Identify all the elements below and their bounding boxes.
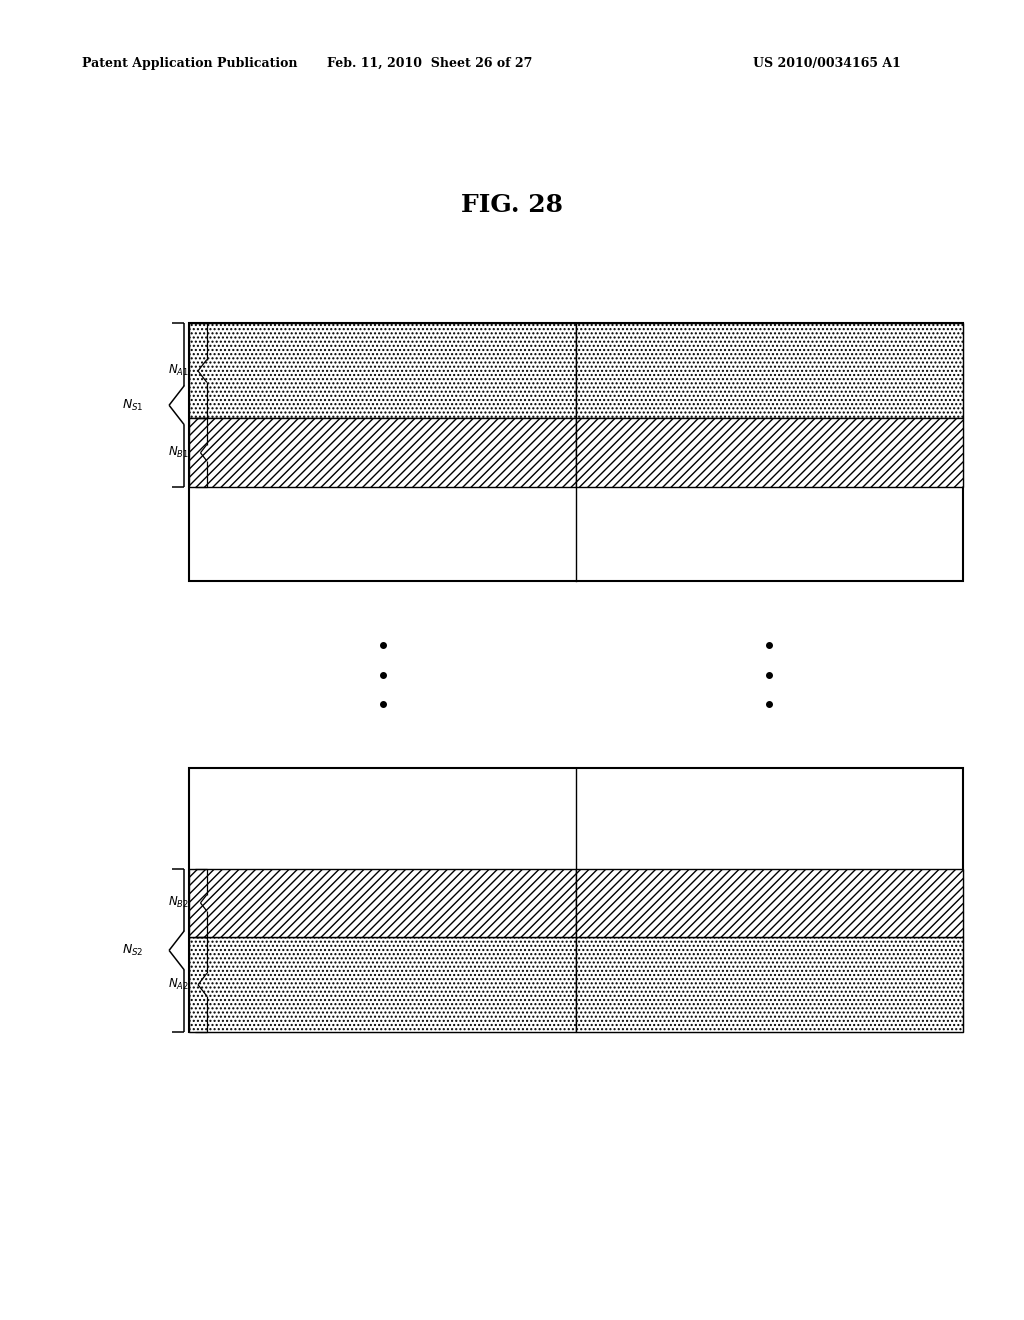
Bar (575, 937, 963, 1032)
Text: $N_{B2}$: $N_{B2}$ (168, 895, 188, 911)
Text: Patent Application Publication: Patent Application Publication (82, 57, 297, 70)
Text: US 2010/0034165 A1: US 2010/0034165 A1 (754, 57, 901, 70)
Bar (189, 869, 575, 937)
Text: $N_{S1}$: $N_{S1}$ (122, 397, 144, 413)
Text: $N_{A1}$: $N_{A1}$ (168, 363, 188, 379)
Text: $N_{B1}$: $N_{B1}$ (168, 445, 188, 461)
Bar (575, 418, 963, 487)
Text: $N_{A2}$: $N_{A2}$ (168, 977, 188, 993)
Text: $N_{S2}$: $N_{S2}$ (122, 942, 144, 958)
Text: Feb. 11, 2010  Sheet 26 of 27: Feb. 11, 2010 Sheet 26 of 27 (328, 57, 532, 70)
Bar (189, 418, 575, 487)
Bar (189, 768, 963, 1032)
Text: FIG. 28: FIG. 28 (461, 193, 563, 216)
Bar (575, 869, 963, 937)
Bar (189, 323, 963, 581)
Bar (189, 323, 575, 418)
Bar (575, 323, 963, 418)
Bar (189, 937, 575, 1032)
